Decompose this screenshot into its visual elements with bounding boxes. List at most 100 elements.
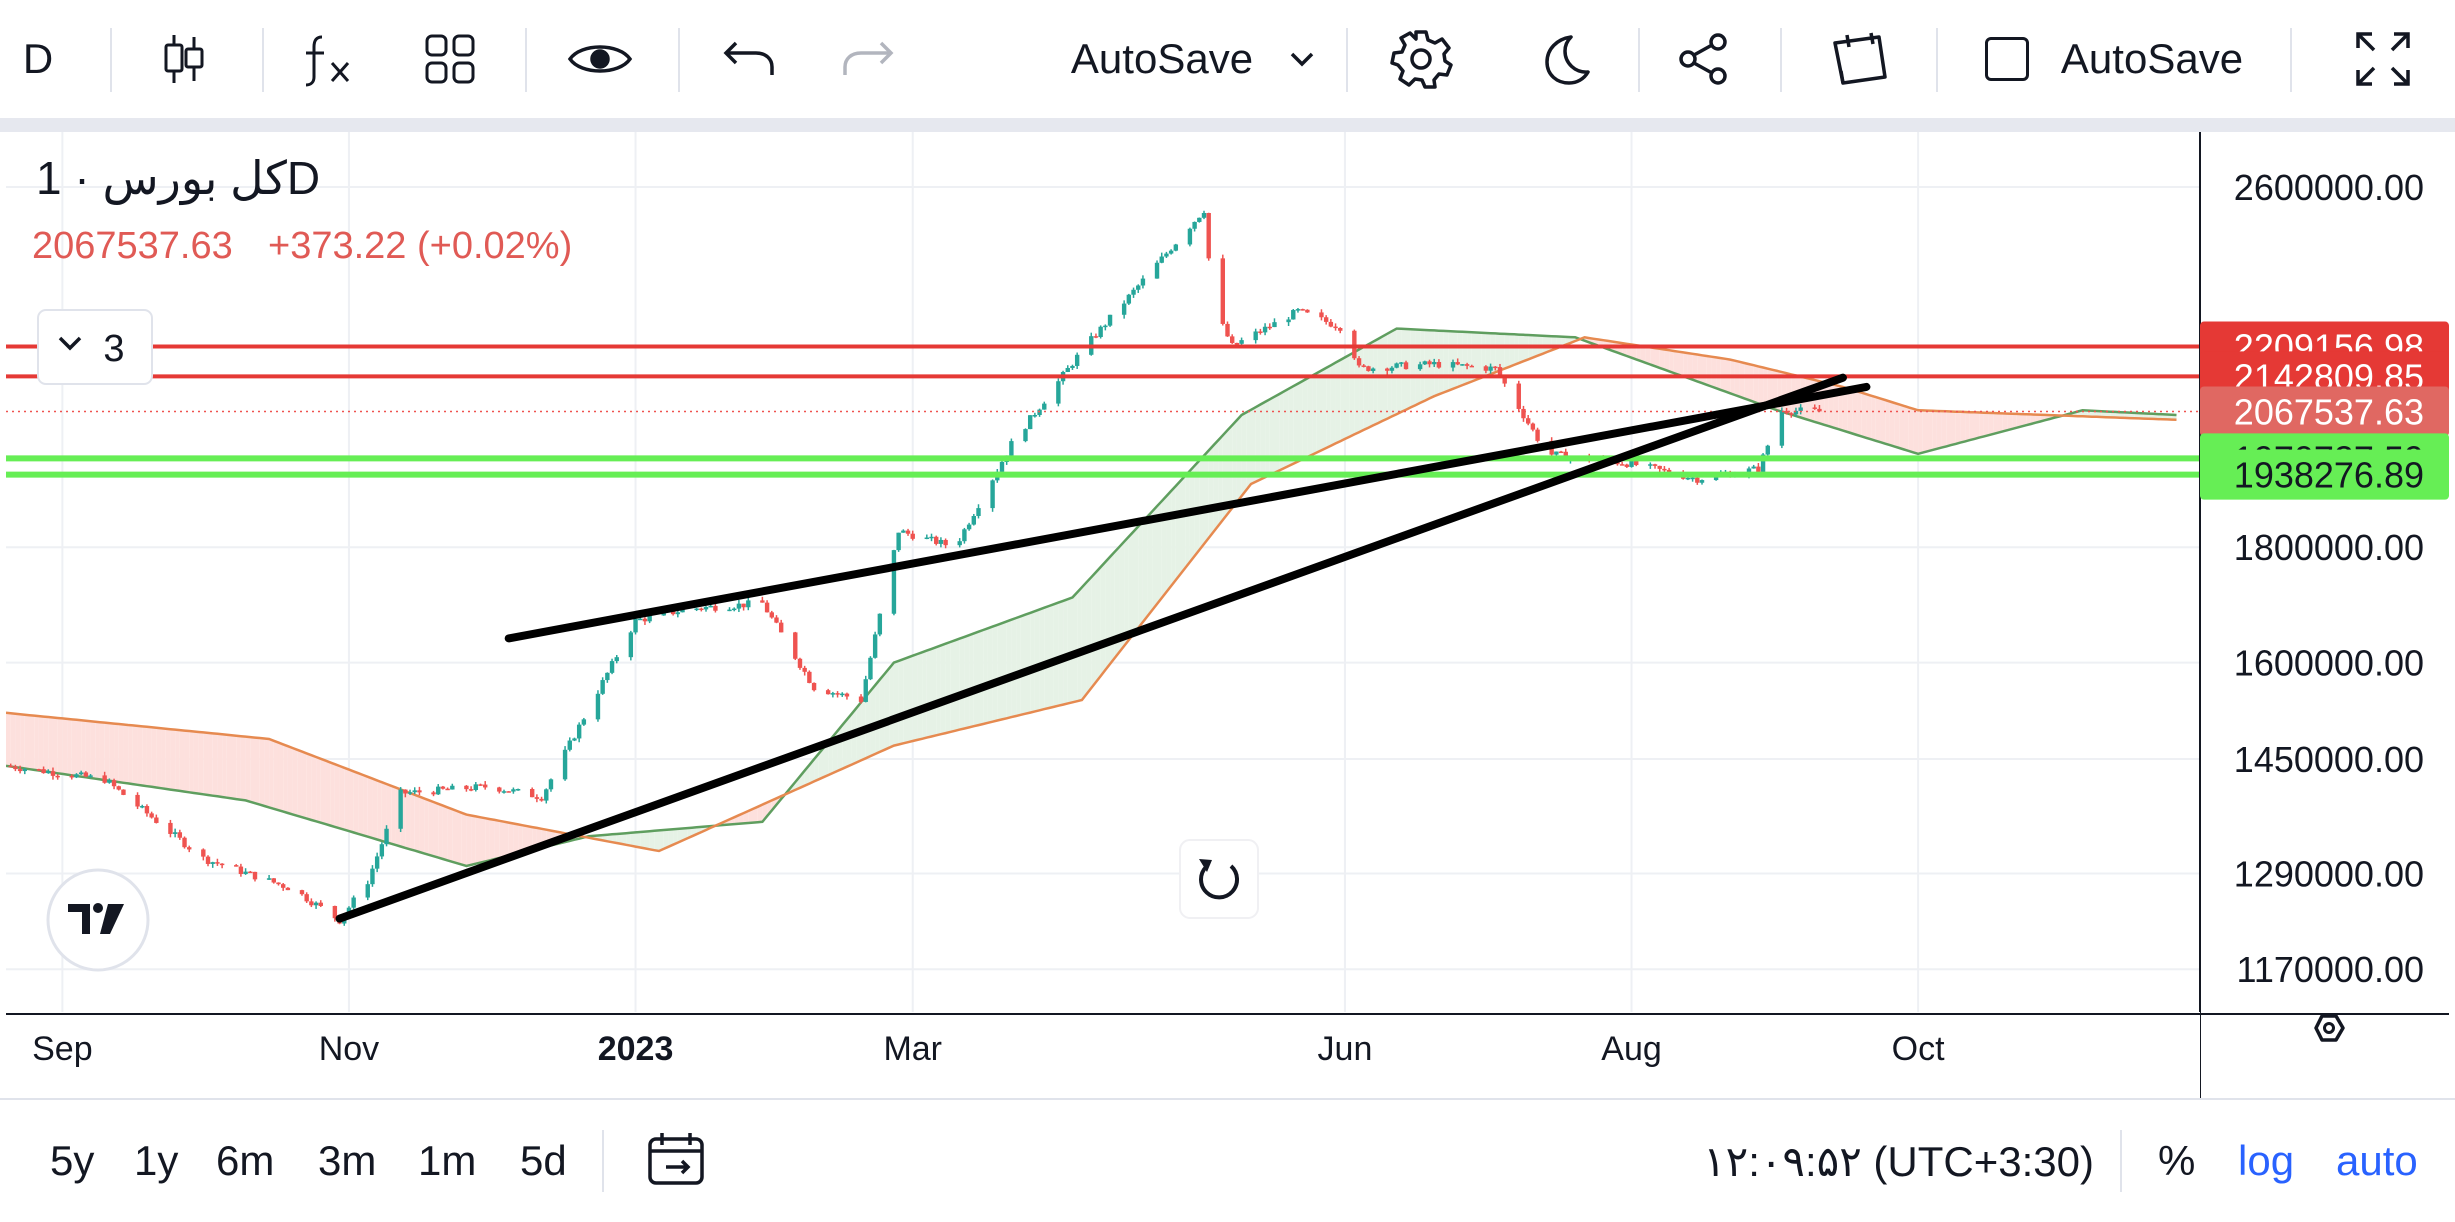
- candle: [957, 538, 962, 548]
- candle: [285, 887, 291, 891]
- candle: [271, 878, 276, 884]
- chart-svg[interactable]: کل بورس · 1D 2067537.63 +373.22 (+0.02%)…: [6, 132, 2449, 1098]
- autosave-checkbox-label[interactable]: AutoSave: [2060, 35, 2244, 82]
- candle-body: [769, 612, 774, 618]
- cloud-segment: [2096, 410, 2102, 418]
- cloud-segment: [922, 650, 927, 739]
- cloud-segment: [372, 778, 378, 840]
- cloud-segment: [367, 776, 373, 839]
- chart-area[interactable]: کل بورس · 1D 2067537.63 +373.22 (+0.02%)…: [6, 132, 2449, 1098]
- interval-button[interactable]: D: [22, 35, 54, 82]
- cloud-segment: [410, 792, 415, 851]
- cloud-segment: [330, 762, 335, 827]
- moon-icon[interactable]: [1528, 0, 1602, 118]
- cloud-segment: [1316, 370, 1322, 453]
- candle-body: [1023, 429, 1028, 442]
- log-scale-button[interactable]: log: [2238, 1137, 2295, 1184]
- candle: [1070, 364, 1075, 370]
- cloud-segment: [457, 811, 462, 865]
- cloud-segment: [358, 773, 364, 836]
- legend-collapse-button[interactable]: 3: [37, 309, 153, 385]
- percent-scale-button[interactable]: %: [2158, 1137, 2196, 1184]
- range-6m-button[interactable]: 6m: [216, 1137, 275, 1184]
- reset-chart-button[interactable]: [1179, 839, 1259, 919]
- cloud-segment: [189, 731, 194, 793]
- bottom-bar: 5y 1y 6m 3m 1m 5d ۱۲:۰۹:۵۲ (UTC+3:30) % …: [0, 1098, 2455, 1222]
- chevron-down-icon[interactable]: [1282, 0, 1322, 118]
- cloud-segment: [245, 736, 251, 802]
- candle-body: [896, 532, 901, 551]
- share-icon[interactable]: [1668, 0, 1740, 118]
- candle: [1436, 359, 1442, 369]
- candle: [1107, 314, 1113, 327]
- tradingview-logo-icon[interactable]: [46, 868, 150, 972]
- candle: [473, 781, 479, 792]
- layout-grid-icon[interactable]: [414, 0, 486, 118]
- candle: [280, 883, 286, 891]
- cloud-segment: [503, 821, 509, 857]
- candle: [877, 613, 883, 637]
- cloud-segment: [940, 643, 946, 735]
- candle-body: [1323, 317, 1329, 322]
- candle-body: [431, 792, 436, 795]
- hexagon-settings-icon[interactable]: [2314, 1014, 2345, 1042]
- candle-body: [436, 786, 441, 795]
- calendar-range-icon[interactable]: [644, 1100, 708, 1222]
- candle: [628, 630, 634, 661]
- candles-icon[interactable]: [150, 0, 218, 118]
- candle-body: [313, 902, 319, 906]
- autosave-dropdown[interactable]: AutoSave: [1070, 35, 1254, 82]
- checkbox-icon[interactable]: [1980, 0, 2034, 118]
- candle-body: [398, 789, 403, 829]
- cloud-segment: [1373, 339, 1378, 426]
- range-1m-button[interactable]: 1m: [418, 1137, 477, 1184]
- eye-icon[interactable]: [562, 0, 638, 118]
- candle: [1427, 359, 1432, 368]
- candle-body: [1267, 326, 1272, 329]
- cloud-segment: [959, 636, 965, 730]
- range-5d-button[interactable]: 5d: [520, 1137, 567, 1184]
- cloud-segment: [1871, 395, 1876, 441]
- candle: [511, 787, 516, 794]
- candle-body: [934, 536, 939, 544]
- cloud-segment: [1142, 516, 1148, 623]
- cloud-segment: [870, 685, 876, 757]
- candle: [863, 675, 868, 703]
- time-axis: Sep Nov 2023 Mar Jun Aug Oct: [6, 1012, 2449, 1098]
- fx-indicators-icon[interactable]: [292, 0, 364, 118]
- candle: [135, 792, 140, 810]
- gear-icon[interactable]: [1384, 0, 1458, 118]
- range-5y-button[interactable]: 5y: [50, 1137, 95, 1184]
- cloud-segment: [156, 727, 162, 789]
- candle: [774, 615, 779, 624]
- cloud-segment: [1302, 378, 1308, 460]
- cloud-span-b-line: [6, 336, 2177, 853]
- cloud-segment: [1687, 353, 1693, 380]
- range-3m-button[interactable]: 3m: [318, 1137, 377, 1184]
- candle-body: [243, 871, 248, 874]
- candle: [1286, 316, 1291, 326]
- cloud-segment: [1218, 435, 1223, 526]
- fullscreen-icon[interactable]: [2348, 0, 2418, 118]
- cloud-segment: [1114, 546, 1120, 659]
- undo-icon[interactable]: [715, 0, 785, 118]
- candle: [1093, 333, 1099, 339]
- candle-body: [140, 806, 145, 808]
- redo-icon[interactable]: [832, 0, 902, 118]
- cloud-segment: [518, 824, 523, 854]
- cloud-segment: [1246, 409, 1251, 490]
- candle-body: [1328, 321, 1334, 327]
- cloud-segment: [903, 657, 909, 744]
- candle: [868, 656, 873, 681]
- auto-scale-button[interactable]: auto: [2336, 1137, 2418, 1184]
- candle-body: [144, 806, 150, 814]
- note-icon[interactable]: [1822, 0, 1898, 118]
- candle-body: [172, 832, 178, 834]
- range-1y-button[interactable]: 1y: [134, 1137, 179, 1184]
- clock-timezone[interactable]: ۱۲:۰۹:۵۲ (UTC+3:30): [1703, 1137, 2094, 1185]
- candle: [107, 778, 112, 784]
- cloud-segment: [814, 753, 819, 782]
- candle: [309, 898, 314, 908]
- price-tick-label: 2600000.00: [2234, 167, 2424, 208]
- candle: [182, 836, 187, 849]
